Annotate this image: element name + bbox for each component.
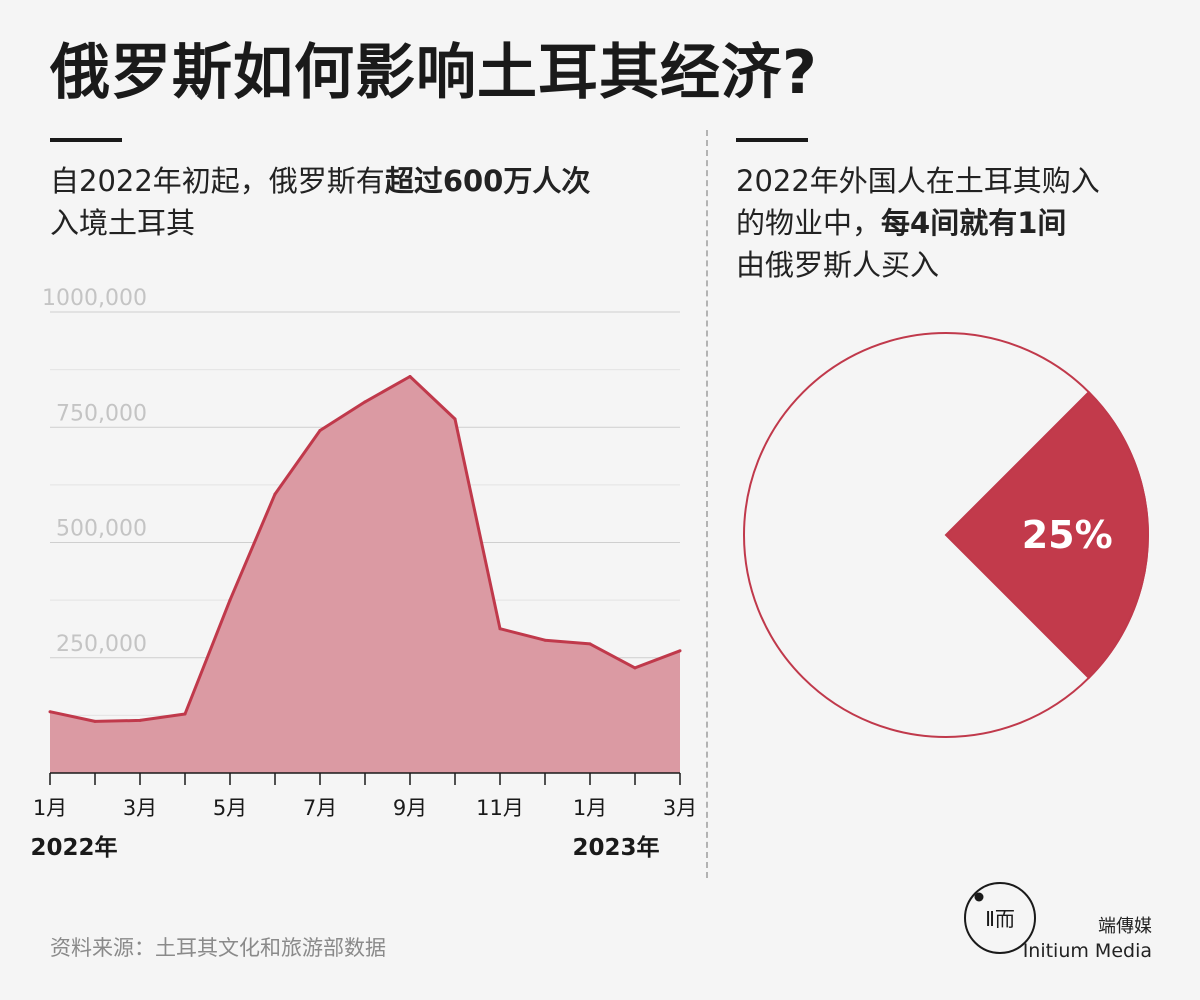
brand-name-cn: 端傳媒 <box>1098 916 1152 937</box>
property-pie-chart: 25% <box>743 332 1149 738</box>
x-tick-label: 3月 <box>663 796 697 820</box>
brand-name-en: Initium Media <box>1022 940 1152 962</box>
left-title-rule <box>50 138 122 142</box>
data-point <box>363 400 367 404</box>
year-label-2023: 2023年 <box>572 834 659 861</box>
logo-glyphs: Ⅱ而 <box>985 907 1015 931</box>
left-subtitle: 自2022年初起，俄罗斯有超过600万人次 入境土耳其 <box>50 160 700 244</box>
right-subtitle-highlight: 每4间就有1间 <box>881 206 1067 240</box>
data-point <box>93 719 97 723</box>
series-area <box>50 376 680 773</box>
data-point <box>183 712 187 716</box>
left-subtitle-line2: 入境土耳其 <box>50 206 196 240</box>
right-subtitle-line1: 2022年外国人在土耳其购入 <box>736 164 1100 198</box>
right-subtitle-line2: 的物业中， <box>736 206 882 240</box>
panel-divider <box>706 130 708 878</box>
data-point <box>318 429 322 432</box>
left-subtitle-text: 自2022年初起，俄罗斯有 <box>50 164 385 198</box>
data-point <box>138 718 142 722</box>
data-point <box>633 666 637 670</box>
visitor-area-chart: 1000,000 750,000 500,000 250,000 1月 3月 5月 7月 9月 1… <box>30 286 697 861</box>
data-point <box>228 598 232 602</box>
x-tick-label: 7月 <box>303 796 337 820</box>
data-point <box>678 649 682 653</box>
right-subtitle: 2022年外国人在土耳其购入 的物业中，每4间就有1间 由俄罗斯人买入 <box>736 160 1176 286</box>
y-tick-label: 250,000 <box>56 632 147 657</box>
data-point <box>408 375 412 378</box>
data-point <box>453 417 457 421</box>
x-tick-label: 1月 <box>573 796 607 820</box>
right-subtitle-line3: 由俄罗斯人买入 <box>736 248 940 282</box>
page-title: 俄罗斯如何影响土耳其经济? <box>50 38 818 108</box>
x-tick-label: 3月 <box>123 796 157 820</box>
data-point <box>588 642 592 646</box>
data-point <box>543 638 547 642</box>
y-tick-label: 1000,000 <box>42 286 147 311</box>
left-subtitle-highlight: 超过600万人次 <box>384 164 591 198</box>
source-note: 资料来源：土耳其文化和旅游部数据 <box>50 936 386 960</box>
initium-logo-icon: Ⅱ而 <box>964 882 1036 954</box>
data-point <box>48 710 52 714</box>
y-tick-label: 750,000 <box>56 401 147 426</box>
x-tick-label: 5月 <box>213 796 247 820</box>
x-tick-label: 1月 <box>33 796 67 820</box>
pie-slice-russia <box>944 390 1149 680</box>
x-tick-label: 11月 <box>476 796 524 820</box>
y-tick-label: 500,000 <box>56 517 147 542</box>
right-title-rule <box>736 138 808 142</box>
pie-slice-label: 25% <box>1022 513 1113 557</box>
year-label-2022: 2022年 <box>30 834 117 861</box>
x-tick-label: 9月 <box>393 796 427 820</box>
data-point <box>498 627 502 631</box>
data-point <box>273 492 277 496</box>
